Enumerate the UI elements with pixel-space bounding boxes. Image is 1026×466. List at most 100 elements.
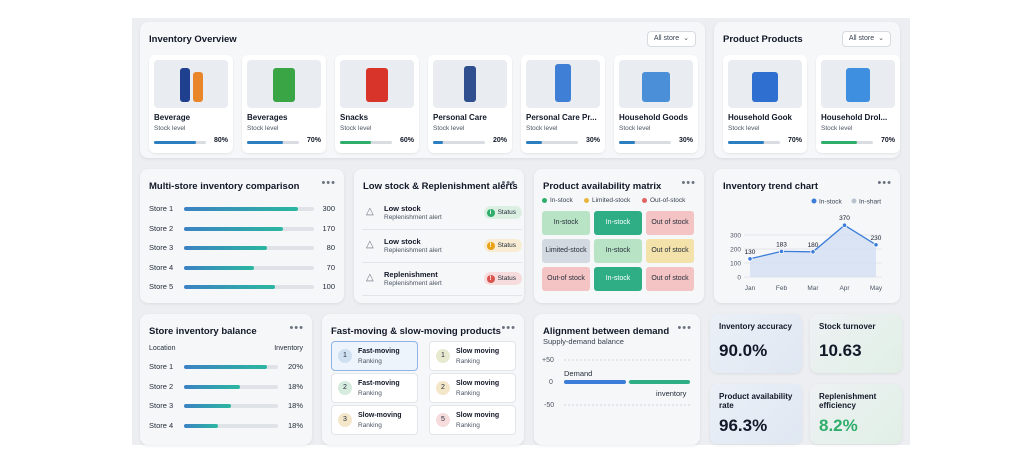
- balance-value: 20%: [287, 362, 303, 371]
- store-bar-track: [184, 226, 314, 231]
- balance-store-label: Store 3: [149, 401, 174, 410]
- balance-title: Store inventory balance: [149, 326, 257, 337]
- legend-label: Out-of-stock: [650, 197, 686, 204]
- product-image: [340, 60, 414, 108]
- alert-item[interactable]: △ Replenishment Replenishment alert! Status: [362, 266, 522, 296]
- store-filter-dropdown[interactable]: All store ⌄: [646, 31, 696, 47]
- product-card[interactable]: Household Gook Stock level 70%: [723, 55, 807, 153]
- status-badge[interactable]: i Status: [483, 206, 522, 219]
- more-options-icon[interactable]: •••: [321, 177, 336, 189]
- ranking-item[interactable]: 2 Slow moving Ranking: [429, 373, 516, 403]
- matrix-cell[interactable]: In-stock: [594, 239, 642, 263]
- alert-item[interactable]: △ Low stock Replenishment alert! Status: [362, 233, 522, 263]
- trend-legend-label: In-shart: [859, 199, 881, 206]
- matrix-legend-item: Out-of-stock: [642, 197, 685, 204]
- rank-number: 1: [436, 349, 450, 363]
- trend-data-label: 180: [808, 242, 819, 249]
- product-image: [619, 60, 693, 108]
- dashboard: Inventory Overview All store ⌄ Beverage S…: [132, 18, 910, 445]
- stock-level-percent: 70%: [787, 137, 802, 144]
- matrix-cell[interactable]: In-stock: [594, 267, 642, 291]
- kpi-accuracy-label: Inventory accuracy: [719, 322, 792, 331]
- product-card[interactable]: Household Goods Stock level 30%: [614, 55, 698, 153]
- legend-dot: [642, 197, 647, 203]
- product-card[interactable]: Personal Care Pr... Stock level 30%: [521, 55, 605, 153]
- bell-icon: △: [366, 272, 374, 283]
- product-name: Personal Care: [433, 113, 487, 122]
- product-name: Household Gook: [728, 113, 792, 122]
- matrix-cell[interactable]: Out-of stock: [542, 267, 590, 291]
- kpi-availability-value: 96.3%: [719, 416, 768, 435]
- low-stock-alerts-card: Low stock & Replenishment alerts ••• △ Lo…: [354, 169, 524, 303]
- kpi-turnover-value: 10.63: [819, 341, 862, 360]
- product-card[interactable]: Beverages Stock level 70%: [242, 55, 326, 153]
- product-stock-label: Stock level: [728, 125, 760, 132]
- legend-dot: [542, 197, 547, 203]
- balance-location-header: Location: [149, 345, 176, 352]
- more-options-icon[interactable]: •••: [681, 177, 696, 189]
- status-badge[interactable]: ! Status: [483, 239, 522, 252]
- product-image: [433, 60, 507, 108]
- ranking-item[interactable]: 1 Slow moving Ranking: [429, 341, 516, 371]
- product-card[interactable]: Personal Care Stock level 20%: [428, 55, 512, 153]
- ranking-item[interactable]: 3 Slow-moving Ranking: [331, 405, 418, 435]
- store-balance-card: Store inventory balance ••• Location Inv…: [140, 314, 312, 445]
- trend-data-label: 230: [871, 235, 882, 242]
- product-name: Beverage: [154, 113, 191, 122]
- rank-title: Slow-moving: [358, 412, 402, 419]
- more-options-icon[interactable]: •••: [877, 177, 892, 189]
- more-options-icon[interactable]: •••: [289, 322, 304, 334]
- trend-legend-dot: [851, 198, 857, 204]
- product-card[interactable]: Household Drol... Stock level 70%: [816, 55, 900, 153]
- status-dot-icon: !: [486, 241, 495, 250]
- ranking-item[interactable]: 5 Slow moving Ranking: [429, 405, 516, 435]
- kpi-efficiency-label: Replenishment efficiency: [819, 392, 877, 410]
- product-package-shape: [846, 68, 870, 102]
- trend-y-tick: 0: [737, 275, 741, 282]
- product-store-filter-dropdown[interactable]: All store ⌄: [841, 31, 891, 47]
- status-badge[interactable]: ! Status: [483, 272, 522, 285]
- demand-bar: [564, 380, 626, 384]
- trend-point: [873, 242, 879, 248]
- matrix-legend-item: Limited-stock: [584, 197, 630, 204]
- matrix-cell[interactable]: In-stock: [542, 211, 590, 235]
- rank-subtitle: Ranking: [456, 422, 480, 429]
- legend-label: Limited-stock: [592, 197, 631, 204]
- trend-legend-label: In-stock: [819, 199, 843, 206]
- product-name: Household Goods: [619, 113, 688, 122]
- stock-level-fill: [728, 141, 765, 144]
- product-stock-label: Stock level: [247, 125, 279, 132]
- product-package-shape: [179, 68, 190, 102]
- kpi-efficiency-value: 8.2%: [819, 416, 858, 435]
- inventory-trend-card: Inventory trend chart ••• In-stock In-sha…: [714, 169, 900, 303]
- ranking-item[interactable]: 1 Fast-moving Ranking: [331, 341, 418, 371]
- trend-area: [750, 225, 876, 277]
- more-options-icon[interactable]: •••: [677, 322, 692, 334]
- balance-store-label: Store 1: [149, 362, 174, 371]
- product-image: [821, 60, 895, 108]
- more-options-icon[interactable]: •••: [501, 177, 516, 189]
- trend-x-tick: Apr: [839, 285, 850, 292]
- product-stock-label: Stock level: [340, 125, 372, 132]
- matrix-cell[interactable]: Out of stock: [646, 239, 694, 263]
- stock-level-percent: 80%: [213, 137, 228, 144]
- store-label: Store 3: [149, 243, 174, 252]
- product-card[interactable]: Snacks Stock level 60%: [335, 55, 419, 153]
- alert-item[interactable]: △ Low stock Replenishment alert i Status: [362, 200, 522, 230]
- matrix-cell[interactable]: Out of stock: [646, 211, 694, 235]
- store-bar-fill: [184, 226, 283, 231]
- ranking-item[interactable]: 2 Fast-moving Ranking: [331, 373, 418, 403]
- rank-title: Slow moving: [456, 412, 500, 419]
- more-options-icon[interactable]: •••: [501, 322, 516, 334]
- legend-dot: [584, 197, 589, 203]
- matrix-cell[interactable]: Limited-stock: [542, 239, 590, 263]
- stock-level-percent: 70%: [306, 137, 321, 144]
- product-card[interactable]: Beverage Stock level 80%: [149, 55, 233, 153]
- product-package-shape: [464, 66, 476, 102]
- matrix-cell[interactable]: Out of stock: [646, 267, 694, 291]
- store-value: 80: [326, 243, 335, 252]
- matrix-cell[interactable]: In-stock: [594, 211, 642, 235]
- balance-bar-fill: [184, 384, 241, 389]
- trend-x-tick: Jan: [745, 285, 756, 292]
- kpi-turnover-label: Stock turnover: [819, 322, 876, 331]
